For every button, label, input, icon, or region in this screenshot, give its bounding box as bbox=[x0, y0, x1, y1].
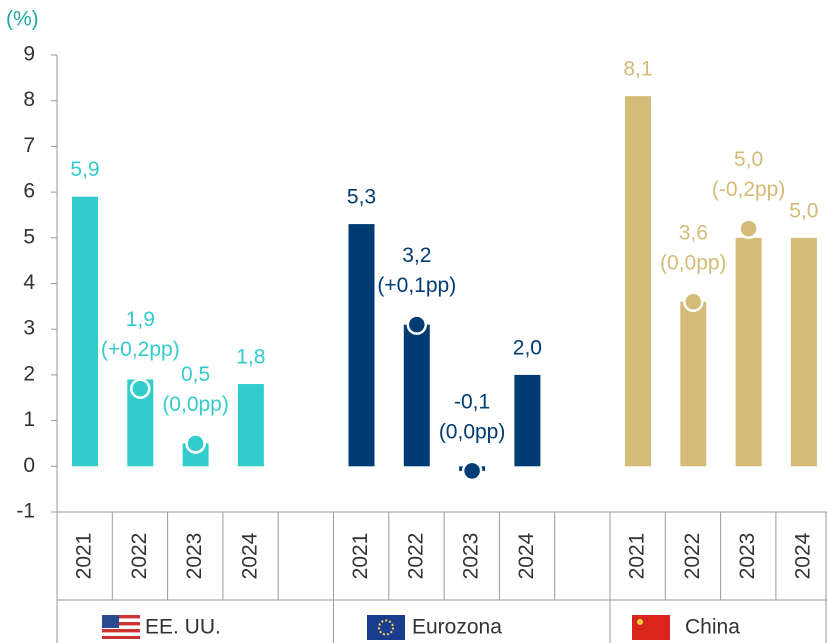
y-tick-label: 3 bbox=[23, 317, 35, 340]
bar bbox=[680, 301, 707, 467]
x-tick-label: 2023 bbox=[736, 533, 759, 580]
change-label: (+0,2pp) bbox=[101, 338, 180, 361]
bar bbox=[790, 237, 817, 467]
y-tick-label: 9 bbox=[23, 43, 35, 66]
bar bbox=[72, 196, 98, 467]
change-label: (-0,2pp) bbox=[712, 178, 786, 201]
change-label: (0,0pp) bbox=[439, 420, 506, 443]
y-tick-label: 7 bbox=[23, 134, 35, 157]
value-label: 8,1 bbox=[623, 58, 652, 81]
marker bbox=[683, 291, 704, 313]
change-label: (0,0pp) bbox=[660, 251, 727, 274]
y-tick-label: 1 bbox=[23, 408, 35, 431]
y-tick-label: 2 bbox=[23, 362, 35, 385]
group-label: China bbox=[685, 616, 740, 639]
y-tick-label: 5 bbox=[23, 225, 35, 248]
x-tick-label: 2022 bbox=[128, 533, 151, 580]
marker bbox=[406, 314, 428, 335]
bar bbox=[735, 237, 762, 467]
value-label: 5,0 bbox=[734, 148, 763, 171]
y-tick-label: -1 bbox=[16, 500, 35, 523]
x-tick-label: 2021 bbox=[349, 533, 372, 580]
y-tick-label: 4 bbox=[23, 271, 35, 294]
bar bbox=[237, 384, 264, 467]
change-label: (0,0pp) bbox=[162, 393, 229, 416]
bar bbox=[625, 96, 651, 467]
bar bbox=[514, 374, 541, 467]
eu-flag bbox=[367, 615, 405, 640]
x-tick-label: 2023 bbox=[460, 533, 483, 580]
marker bbox=[461, 460, 483, 482]
marker bbox=[738, 218, 759, 239]
value-label: 0,5 bbox=[181, 363, 210, 386]
value-label: 3,2 bbox=[402, 244, 431, 267]
value-label: 2,0 bbox=[513, 336, 542, 359]
marker bbox=[185, 433, 206, 454]
china-flag bbox=[632, 615, 670, 640]
y-tick-label: 0 bbox=[23, 454, 35, 477]
y-tick-label: 6 bbox=[23, 180, 35, 203]
x-tick-label: 2024 bbox=[238, 532, 261, 579]
us-flag bbox=[102, 615, 140, 639]
x-tick-label: 2021 bbox=[626, 533, 649, 580]
x-tick-label: 2022 bbox=[404, 533, 427, 580]
value-label: 5,9 bbox=[70, 158, 99, 181]
marker bbox=[130, 378, 151, 399]
value-label: 3,6 bbox=[679, 221, 708, 244]
value-label: 5,3 bbox=[347, 186, 376, 209]
y-axis-label: (%) bbox=[6, 8, 39, 31]
value-label: -0,1 bbox=[454, 390, 490, 413]
bar bbox=[403, 324, 430, 467]
group-label: EE. UU. bbox=[145, 616, 221, 639]
x-tick-label: 2021 bbox=[73, 533, 96, 580]
value-label: 1,8 bbox=[236, 346, 265, 369]
x-tick-label: 2022 bbox=[681, 533, 704, 580]
group-label: Eurozona bbox=[412, 616, 502, 639]
y-tick-label: 8 bbox=[23, 88, 35, 111]
value-label: 1,9 bbox=[126, 308, 155, 331]
bar bbox=[348, 224, 375, 467]
x-tick-label: 2024 bbox=[515, 532, 538, 579]
x-tick-label: 2023 bbox=[183, 533, 206, 580]
change-label: (+0,1pp) bbox=[377, 274, 456, 297]
x-tick-label: 2024 bbox=[791, 532, 814, 579]
value-label: 5,0 bbox=[789, 199, 818, 222]
